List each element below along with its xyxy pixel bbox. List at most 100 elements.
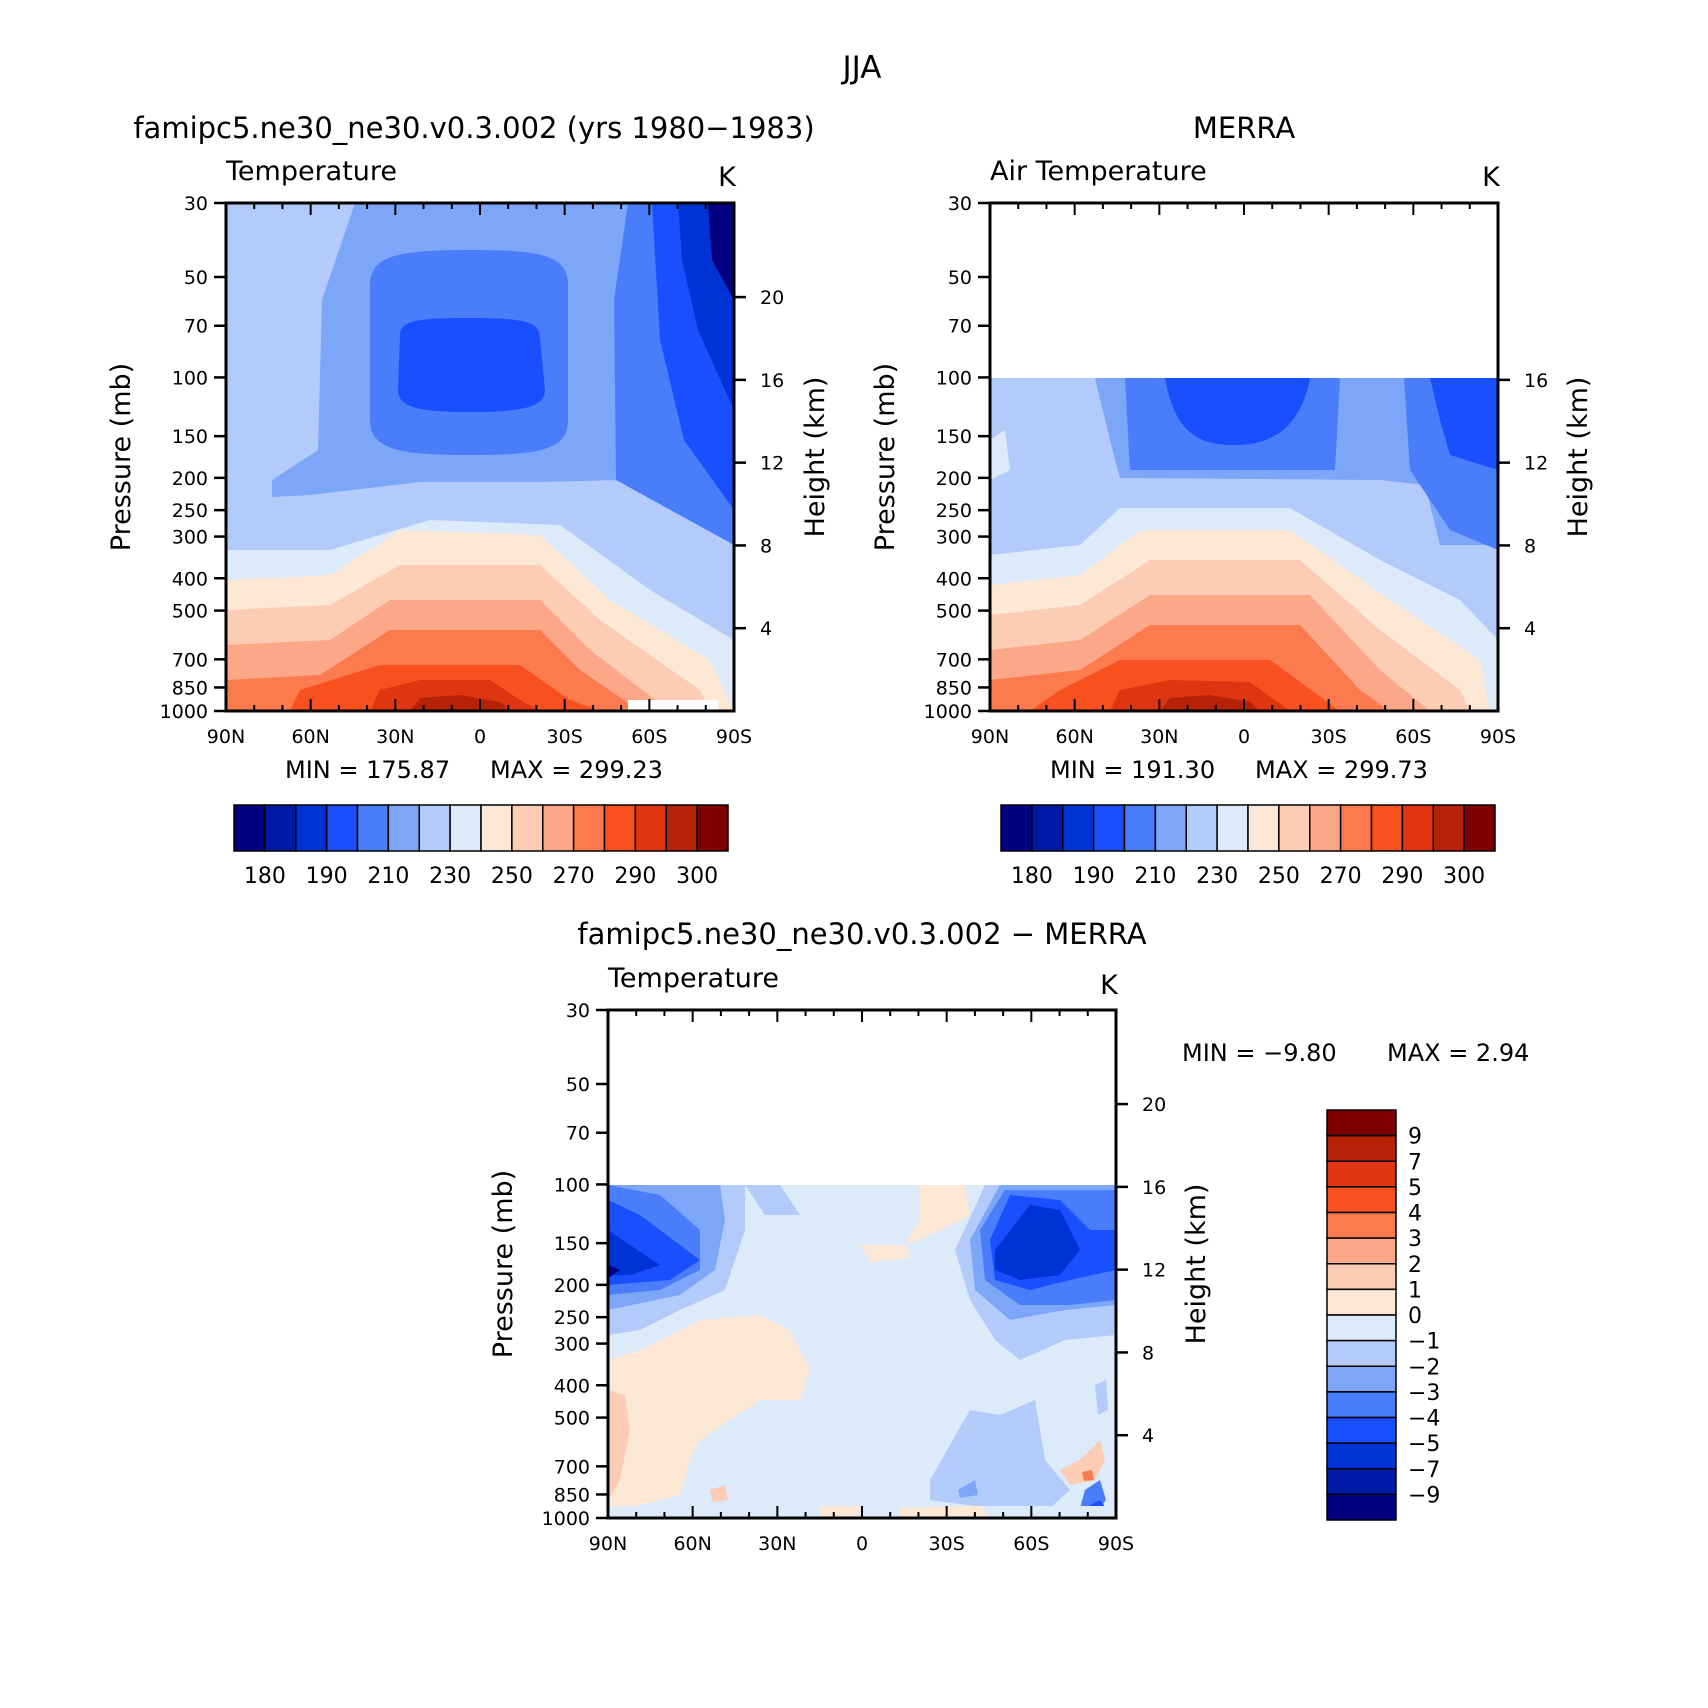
model-ylabel: Pressure (mb) — [106, 363, 137, 551]
colorbar-label: −3 — [1408, 1381, 1440, 1406]
colorbar-label: 7 — [1408, 1150, 1422, 1175]
colorbar-label: 5 — [1408, 1176, 1422, 1201]
pressure-tick-label: 700 — [554, 1456, 590, 1478]
colorbar-box — [1326, 1442, 1397, 1470]
lat-tick-label: 30S — [1311, 726, 1347, 748]
diff-subtitle: Temperature — [607, 963, 779, 994]
height-tick-label: 16 — [1142, 1177, 1166, 1199]
colorbar-box — [449, 804, 482, 852]
colorbar-box — [696, 804, 729, 852]
colorbar-label: −9 — [1408, 1483, 1440, 1508]
pressure-tick-label: 250 — [936, 500, 972, 522]
diff-x-ticks: 90N 60N 30N 0 30S 60S 90S — [589, 1010, 1134, 1555]
colorbar-box — [1326, 1416, 1397, 1444]
colorbar-label: −1 — [1408, 1330, 1440, 1355]
lat-tick-label: 90N — [589, 1533, 627, 1555]
diff-ylabel-right: Height (km) — [1181, 1184, 1212, 1345]
colorbar-box — [1031, 804, 1064, 852]
colorbar-label: 3 — [1408, 1227, 1422, 1252]
colorbar-label: 210 — [1134, 864, 1176, 889]
height-tick-label: 4 — [760, 618, 772, 640]
pressure-tick-label: 100 — [172, 367, 208, 389]
pressure-tick-label: 30 — [948, 193, 972, 215]
pressure-tick-label: 30 — [566, 1000, 590, 1022]
colorbar-box — [1326, 1314, 1397, 1342]
pressure-tick-label: 150 — [936, 426, 972, 448]
pressure-tick-label: 200 — [936, 468, 972, 490]
colorbar-label: 180 — [244, 864, 286, 889]
pressure-tick-label: 250 — [554, 1307, 590, 1329]
diff-units: K — [1100, 970, 1119, 1001]
model-max-label: MAX = 299.23 — [490, 756, 663, 784]
colorbar-box — [1432, 804, 1465, 852]
model-x-ticks: 90N 60N 30N 0 30S 60S 90S — [207, 203, 752, 748]
colorbar-label: 290 — [1381, 864, 1423, 889]
colorbar-box — [1123, 804, 1157, 852]
pressure-tick-label: 700 — [936, 649, 972, 671]
pressure-tick-label: 150 — [554, 1233, 590, 1255]
merra-max-label: MAX = 299.73 — [1255, 756, 1428, 784]
colorbar-label: 1 — [1408, 1278, 1422, 1303]
merra-ylabel: Pressure (mb) — [870, 363, 901, 551]
colorbar-label: 300 — [676, 864, 718, 889]
pressure-tick-label: 850 — [936, 677, 972, 699]
colorbar-box — [511, 804, 544, 852]
colorbar-box — [665, 804, 698, 852]
figure-title: JJA — [841, 50, 882, 86]
colorbar-box — [1326, 1263, 1397, 1291]
colorbar-label: 210 — [367, 864, 409, 889]
pressure-tick-label: 70 — [184, 316, 208, 338]
pressure-tick-label: 850 — [554, 1484, 590, 1506]
lat-tick-label: 0 — [1238, 726, 1250, 748]
height-tick-label: 8 — [760, 535, 772, 557]
merra-height-ticks: 16 12 8 4 — [1498, 370, 1548, 640]
colorbar-box — [1326, 1237, 1397, 1265]
colorbar-box — [325, 804, 359, 852]
diff-ylabel: Pressure (mb) — [488, 1170, 519, 1358]
pressure-tick-label: 500 — [936, 601, 972, 623]
pressure-tick-label: 300 — [172, 527, 208, 549]
difference-temperature-field — [608, 1185, 1116, 1518]
pressure-tick-label: 200 — [554, 1275, 590, 1297]
colorbar-box — [542, 804, 575, 852]
colorbar-box — [1326, 1339, 1397, 1367]
colorbar-label: −5 — [1408, 1432, 1440, 1457]
pressure-tick-label: 100 — [936, 367, 972, 389]
pressure-tick-label: 500 — [172, 601, 208, 623]
pressure-tick-label: 850 — [172, 677, 208, 699]
colorbar-box — [233, 804, 266, 852]
colorbar-label: 0 — [1408, 1304, 1422, 1329]
lat-tick-label: 90S — [1480, 726, 1516, 748]
lat-tick-label: 90S — [716, 726, 752, 748]
colorbar-label: 250 — [491, 864, 533, 889]
colorbar-box — [1326, 1211, 1397, 1239]
colorbar-box — [1463, 804, 1496, 852]
pressure-tick-label: 70 — [566, 1123, 590, 1145]
pressure-tick-label: 150 — [172, 426, 208, 448]
colorbar-label: 9 — [1408, 1125, 1422, 1150]
colorbar-box — [1326, 1134, 1397, 1162]
colorbar-box — [295, 804, 328, 852]
merra-colorbar: 180 190 210 230 250 270 290 300 — [1000, 804, 1496, 889]
height-tick-label: 16 — [760, 370, 784, 392]
lat-tick-label: 90N — [207, 726, 245, 748]
colorbar-box — [480, 804, 513, 852]
pressure-tick-label: 1000 — [924, 701, 972, 723]
model-panel-title: famipc5.ne30_ne30.v0.3.002 (yrs 1980−198… — [133, 111, 814, 145]
lat-tick-label: 60S — [1013, 1533, 1049, 1555]
colorbar-box — [1092, 804, 1126, 852]
colorbar-label: 4 — [1408, 1202, 1422, 1227]
colorbar-label: 230 — [429, 864, 471, 889]
lat-tick-label: 30N — [376, 726, 414, 748]
pressure-tick-label: 500 — [554, 1408, 590, 1430]
lat-tick-label: 60N — [291, 726, 329, 748]
model-colorbar: 180 190 210 230 250 270 290 300 — [233, 804, 729, 889]
colorbar-box — [603, 804, 637, 852]
colorbar-box — [1326, 1160, 1397, 1188]
colorbar-box — [1278, 804, 1311, 852]
